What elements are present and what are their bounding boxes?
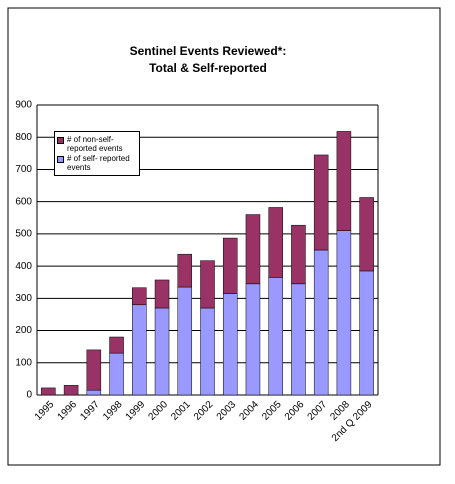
bar-segment <box>222 237 238 294</box>
bar-segment <box>200 260 215 309</box>
x-tick-label: 2002 <box>192 399 216 423</box>
y-tick-label: 100 <box>15 357 32 368</box>
bar-segment <box>222 293 238 396</box>
bar-segment <box>132 287 147 306</box>
bar-segment <box>359 270 374 396</box>
bar-segment <box>63 385 79 396</box>
bar-segment <box>86 389 102 396</box>
bar-segment <box>245 214 261 285</box>
bar-segment <box>109 352 124 396</box>
bar-segment <box>313 249 329 396</box>
x-tick-label: 2005 <box>260 399 284 423</box>
y-tick-label: 700 <box>15 164 32 175</box>
bar-segment <box>291 224 306 285</box>
x-tick-label: 2003 <box>215 399 239 423</box>
bar-segment <box>336 230 352 396</box>
bar-segment <box>132 304 147 396</box>
y-tick-label: 500 <box>15 229 32 240</box>
bar-segment <box>336 131 352 231</box>
x-tick-label: 1999 <box>124 399 148 423</box>
x-tick-label: 1998 <box>101 399 125 423</box>
x-tick-label: 1996 <box>56 399 80 423</box>
x-tick-label: 2000 <box>147 399 171 423</box>
bar-segment <box>177 286 193 396</box>
legend-item: # of self- reported events <box>57 154 137 172</box>
x-tick-label: 2007 <box>306 399 330 423</box>
bar-segment <box>359 197 374 272</box>
legend: # of non-self-reported events # of self- … <box>54 131 140 176</box>
x-tick-label: 2006 <box>283 399 307 423</box>
x-tick-label: 2004 <box>237 399 261 423</box>
bar-segment <box>41 387 56 396</box>
bar-segment <box>109 336 124 354</box>
legend-label: # of non-self-reported events <box>67 135 123 153</box>
y-tick-label: 0 <box>26 390 32 401</box>
bar-segment <box>154 307 170 396</box>
y-tick-label: 300 <box>15 293 32 304</box>
y-tick-label: 800 <box>15 132 32 143</box>
bar-segment <box>86 349 102 391</box>
legend-swatch <box>57 137 64 144</box>
bar-segment <box>245 283 261 396</box>
y-tick-label: 400 <box>15 261 32 272</box>
x-tick-label: 1997 <box>78 399 102 423</box>
legend-swatch <box>57 156 64 163</box>
legend-label: # of self- reported events <box>67 154 130 172</box>
y-tick-label: 900 <box>15 100 32 111</box>
y-tick-label: 200 <box>15 325 32 336</box>
chart-title: Sentinel Events Reviewed*: <box>130 44 287 58</box>
bar-segment <box>154 279 170 309</box>
bar-segment <box>177 253 193 288</box>
legend-item: # of non-self-reported events <box>57 135 137 153</box>
bar-segment <box>291 283 306 396</box>
chart-border <box>7 7 441 466</box>
bar-segment <box>268 207 283 278</box>
x-tick-label: 1995 <box>33 399 57 423</box>
x-tick-label: 2001 <box>169 399 193 423</box>
y-tick-label: 600 <box>15 196 32 207</box>
bar-segment <box>200 307 215 396</box>
bar-segment <box>313 154 329 251</box>
bar-segment <box>268 277 283 396</box>
chart-subtitle: Total & Self-reported <box>149 61 267 75</box>
